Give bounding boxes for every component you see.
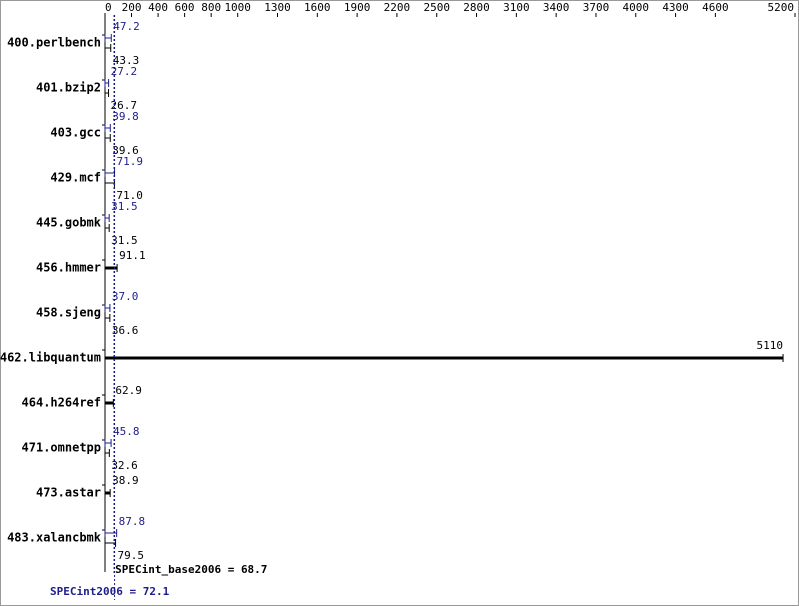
value-label: 45.8	[113, 425, 139, 438]
value-label: 91.1	[119, 249, 146, 262]
benchmark-label: 401.bzip2	[36, 81, 101, 95]
benchmark-label: 445.gobmk	[36, 216, 102, 230]
x-tick-label: 4300	[662, 1, 689, 14]
benchmark-label: 483.xalancbmk	[7, 531, 102, 545]
benchmark-label: 458.sjeng	[36, 306, 101, 320]
benchmark-label: 403.gcc	[50, 126, 101, 140]
benchmark-label: 464.h264ref	[22, 396, 101, 410]
benchmark-label: 473.astar	[36, 486, 101, 500]
value-label: 31.5	[111, 234, 138, 247]
x-tick-label: 3100	[503, 1, 530, 14]
value-label: 47.2	[113, 20, 140, 33]
benchmark-label: 429.mcf	[50, 171, 101, 185]
benchmark-label: 471.omnetpp	[22, 441, 101, 455]
x-tick-label: 1900	[344, 1, 371, 14]
value-label: 39.6	[112, 144, 138, 157]
value-label: 37.0	[112, 290, 138, 303]
x-tick-label: 1600	[304, 1, 331, 14]
value-label: 87.8	[119, 515, 146, 528]
x-tick-label: 0	[105, 1, 112, 14]
value-label: 31.5	[111, 200, 138, 213]
x-tick-label: 1000	[224, 1, 251, 14]
value-label: 32.6	[111, 459, 138, 472]
value-label: 36.6	[112, 324, 139, 337]
value-label: 71.9	[117, 155, 144, 168]
x-tick-label: 4000	[623, 1, 650, 14]
x-tick-label: 4600	[702, 1, 729, 14]
benchmark-label: 456.hmmer	[36, 261, 101, 275]
value-label: 5110	[757, 339, 784, 352]
benchmark-label: 462.libquantum	[0, 351, 101, 365]
x-tick-label: 800	[201, 1, 221, 14]
value-label: 62.9	[115, 384, 142, 397]
value-label: 43.3	[113, 54, 140, 67]
x-tick-label: 2800	[463, 1, 490, 14]
summary-label: SPECint2006 = 72.1	[50, 585, 170, 598]
value-label: 39.8	[112, 110, 139, 123]
x-tick-label: 3700	[583, 1, 610, 14]
benchmark-label: 400.perlbench	[7, 36, 101, 50]
x-tick-label: 1300	[264, 1, 291, 14]
value-label: 71.0	[116, 189, 142, 202]
x-tick-label: 2500	[423, 1, 450, 14]
x-tick-label: 3400	[543, 1, 570, 14]
summary-label: SPECint_base2006 = 68.7	[115, 563, 267, 576]
x-tick-label: 2200	[384, 1, 411, 14]
x-tick-label: 200	[122, 1, 142, 14]
x-tick-label: 600	[175, 1, 195, 14]
value-label: 79.5	[118, 549, 145, 562]
value-label: 26.7	[111, 99, 137, 112]
value-label: 38.9	[112, 474, 139, 487]
value-label: 27.2	[111, 65, 137, 78]
x-tick-label: 5200	[768, 1, 795, 14]
x-tick-label: 400	[148, 1, 168, 14]
